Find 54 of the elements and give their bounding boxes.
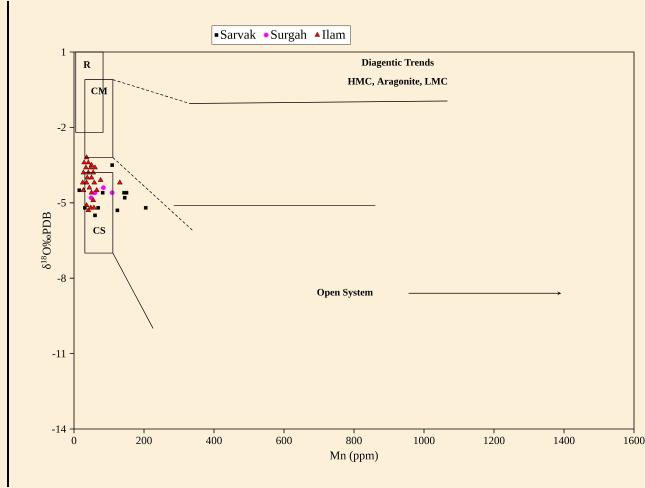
point <box>110 163 114 167</box>
y-tick-label: -2 <box>58 124 66 132</box>
point <box>94 187 100 192</box>
x-tick-label: 1200 <box>484 436 505 444</box>
point <box>86 207 92 212</box>
x-tick-label: 1600 <box>624 436 645 444</box>
point <box>101 185 106 190</box>
point <box>122 190 126 195</box>
point <box>98 177 104 182</box>
x-tick-label: 800 <box>346 436 362 444</box>
point <box>80 187 86 192</box>
legend-label: Sarvak <box>220 30 256 39</box>
y-tick-label: -5 <box>58 199 66 206</box>
x-tick-label: 0 <box>72 436 76 444</box>
point <box>116 208 120 212</box>
annotation: Diagentic Trends <box>362 58 434 68</box>
y-tick-label: -14 <box>52 425 66 433</box>
point <box>93 214 97 218</box>
y-axis-title: δ$^{18}$O‰PDB <box>40 212 51 270</box>
annotation: Open System <box>317 288 373 298</box>
point <box>88 174 94 180</box>
point <box>92 180 97 184</box>
point <box>144 206 148 210</box>
point <box>81 159 87 164</box>
annotation: HMC, Aragonite, LMC <box>348 78 448 87</box>
point <box>84 202 90 207</box>
x-tick-label: 400 <box>206 436 222 444</box>
point <box>84 180 90 184</box>
x-tick-label: 1400 <box>554 436 575 444</box>
y-tick-label: 1 <box>62 48 66 56</box>
x-tick-label: 1000 <box>414 436 435 444</box>
point <box>122 196 127 200</box>
point <box>80 170 86 174</box>
x-axis-title: Mn (ppm) <box>330 451 378 462</box>
point <box>96 206 100 210</box>
point <box>77 188 82 192</box>
annotation: R <box>84 61 91 68</box>
point <box>84 174 90 180</box>
annotation: CS <box>93 227 106 234</box>
point <box>86 184 92 190</box>
point <box>88 164 94 170</box>
y-tick-label: -8 <box>58 274 66 282</box>
y-tick-label: -11 <box>52 350 66 358</box>
x-tick-label: 600 <box>276 436 292 444</box>
legend-label: Surgah <box>271 30 307 42</box>
point <box>117 180 123 184</box>
point <box>88 190 94 194</box>
point <box>91 204 97 210</box>
legend-label: Ilam <box>322 30 346 39</box>
point <box>86 159 92 164</box>
point <box>92 164 98 170</box>
x-tick-label: 200 <box>136 436 152 444</box>
point <box>83 164 89 170</box>
point <box>100 190 104 195</box>
